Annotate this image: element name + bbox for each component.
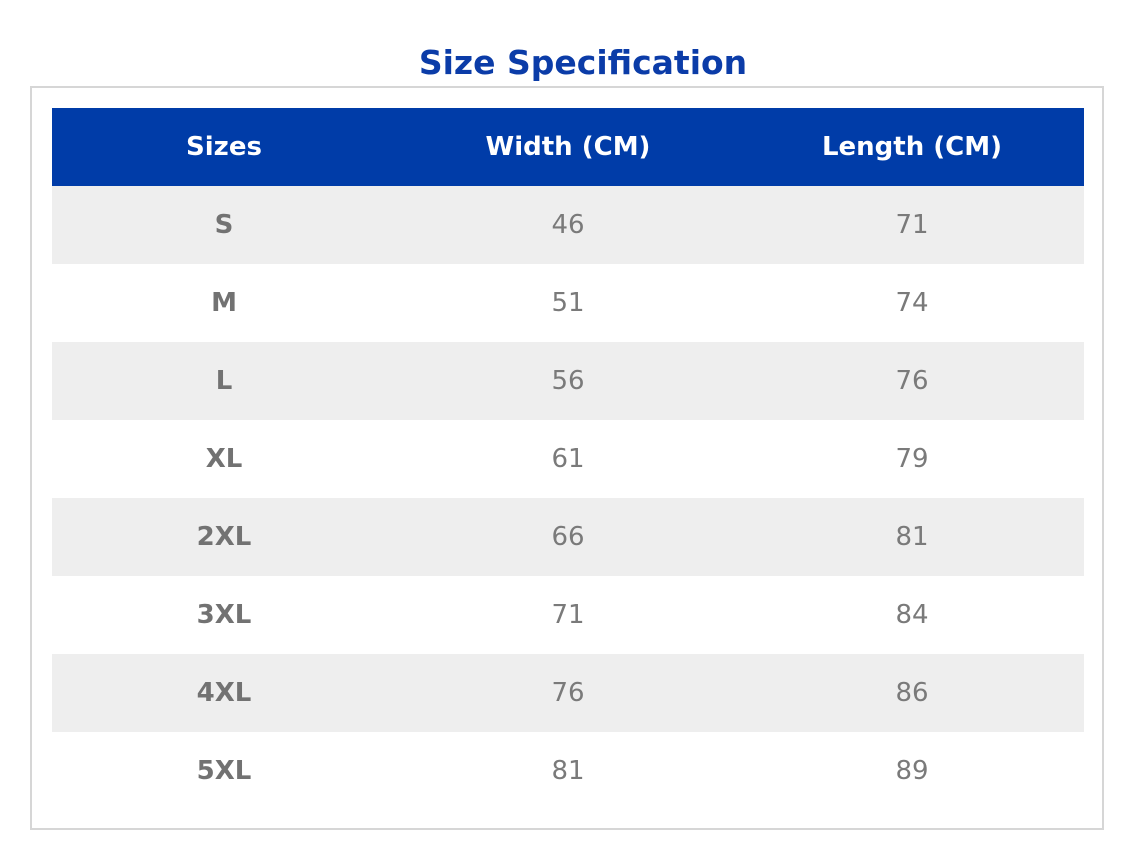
width-cell: 81: [396, 732, 740, 810]
length-cell: 81: [740, 498, 1084, 576]
width-cell: 51: [396, 264, 740, 342]
width-cell: 61: [396, 420, 740, 498]
size-cell: M: [52, 264, 396, 342]
length-cell: 84: [740, 576, 1084, 654]
width-cell: 66: [396, 498, 740, 576]
size-table-frame: Sizes Width (CM) Length (CM) S 46 71 M 5…: [30, 86, 1104, 830]
header-length: Length (CM): [740, 108, 1084, 186]
table-row: 2XL 66 81: [52, 498, 1084, 576]
width-cell: 46: [396, 186, 740, 264]
length-cell: 86: [740, 654, 1084, 732]
size-cell: 4XL: [52, 654, 396, 732]
table-row: M 51 74: [52, 264, 1084, 342]
size-cell: 2XL: [52, 498, 396, 576]
table-row: L 56 76: [52, 342, 1084, 420]
length-cell: 71: [740, 186, 1084, 264]
page-title: Size Specification: [418, 43, 748, 83]
table-row: XL 61 79: [52, 420, 1084, 498]
table-row: 4XL 76 86: [52, 654, 1084, 732]
width-cell: 71: [396, 576, 740, 654]
length-cell: 76: [740, 342, 1084, 420]
size-cell: XL: [52, 420, 396, 498]
table-header-row: Sizes Width (CM) Length (CM): [52, 108, 1084, 186]
length-cell: 79: [740, 420, 1084, 498]
length-cell: 89: [740, 732, 1084, 810]
size-cell: L: [52, 342, 396, 420]
table-row: S 46 71: [52, 186, 1084, 264]
size-cell: 5XL: [52, 732, 396, 810]
size-cell: 3XL: [52, 576, 396, 654]
table-row: 3XL 71 84: [52, 576, 1084, 654]
width-cell: 76: [396, 654, 740, 732]
header-width: Width (CM): [396, 108, 740, 186]
size-table: Sizes Width (CM) Length (CM) S 46 71 M 5…: [52, 108, 1084, 810]
size-cell: S: [52, 186, 396, 264]
header-sizes: Sizes: [52, 108, 396, 186]
length-cell: 74: [740, 264, 1084, 342]
table-row: 5XL 81 89: [52, 732, 1084, 810]
width-cell: 56: [396, 342, 740, 420]
